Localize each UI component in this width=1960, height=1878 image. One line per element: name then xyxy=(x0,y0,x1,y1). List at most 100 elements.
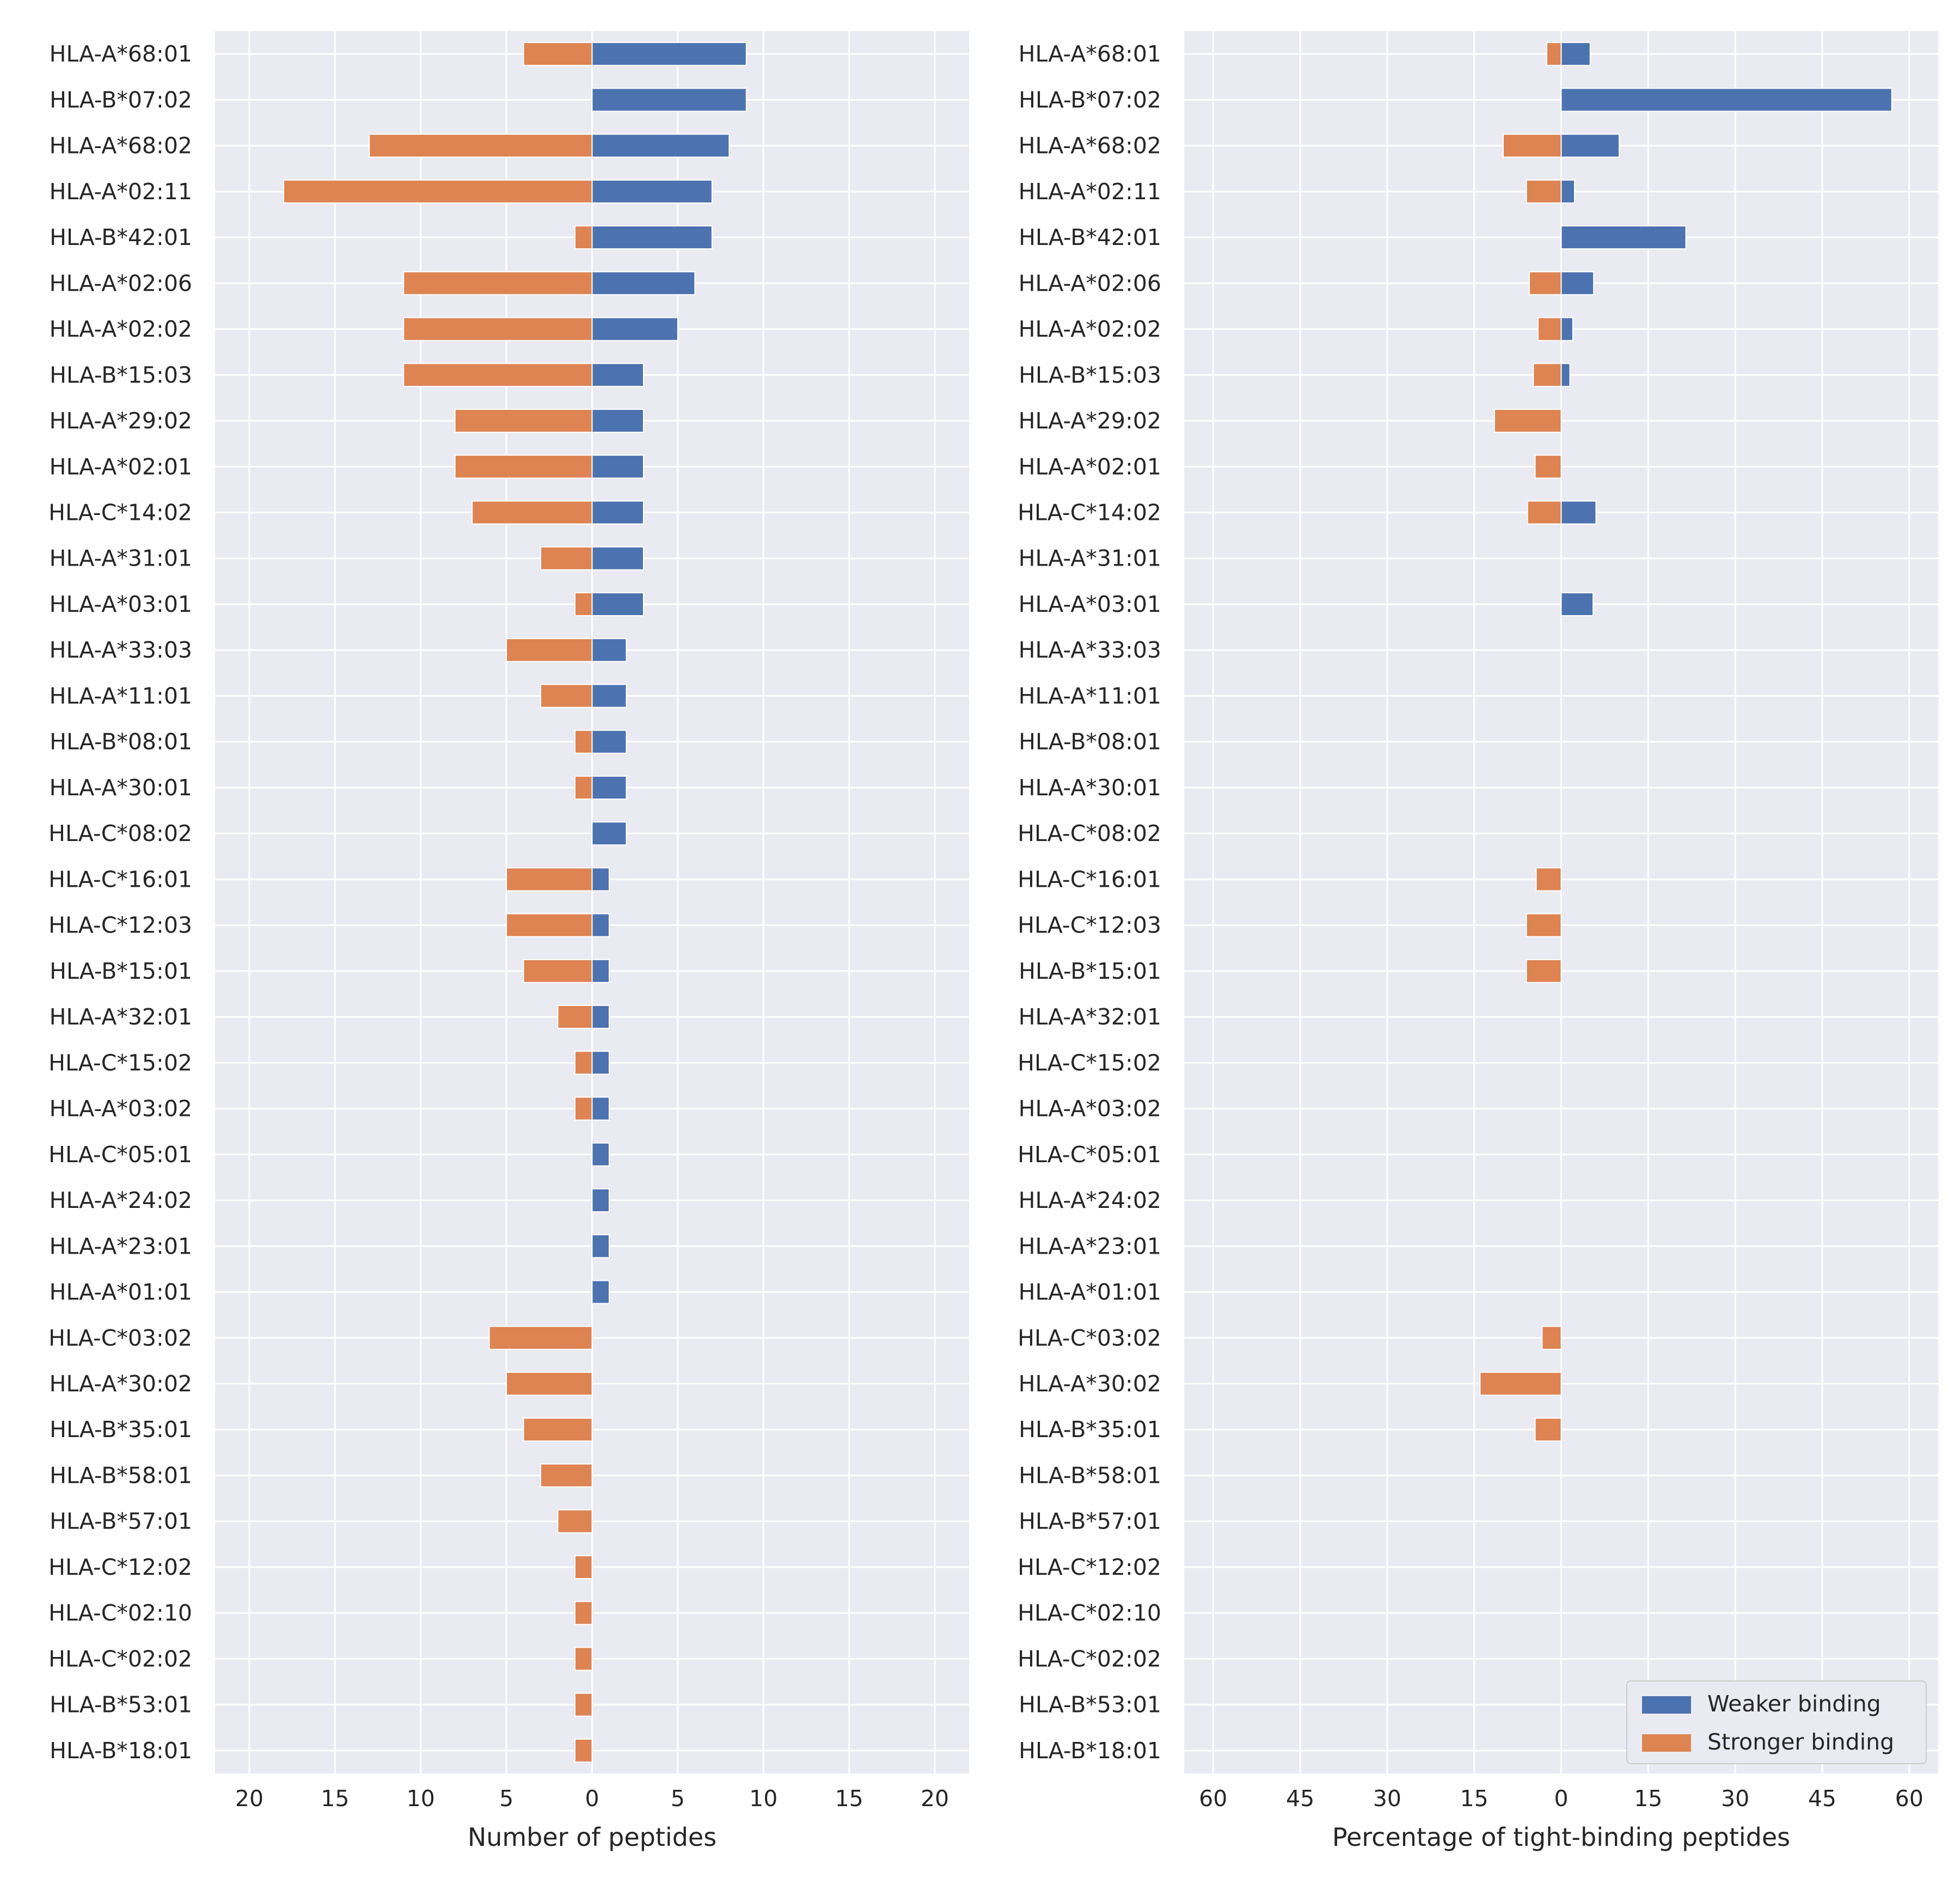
y-tick-label: HLA-C*03:02 xyxy=(1018,1325,1161,1351)
bar-weaker-8 xyxy=(591,363,644,387)
bar-weaker-22 xyxy=(591,1005,610,1029)
bar-weaker-28 xyxy=(591,1280,610,1304)
bar-weaker-13 xyxy=(591,592,644,617)
bar-stronger-24 xyxy=(574,1096,593,1121)
bar-stronger-23 xyxy=(574,1051,593,1075)
x-tick-label: 15 xyxy=(835,1785,863,1812)
y-tick-label: HLA-C*03:02 xyxy=(48,1325,192,1351)
bar-stronger-1 xyxy=(523,42,593,66)
bar-weaker-20 xyxy=(591,913,610,937)
y-tick-label: HLA-A*68:02 xyxy=(50,133,192,159)
x-axis-title: Percentage of tight-binding peptides xyxy=(1332,1822,1790,1852)
y-tick-label: HLA-B*42:01 xyxy=(1019,224,1161,250)
bar-stronger-7 xyxy=(403,317,593,341)
legend-swatch xyxy=(1642,1696,1691,1714)
y-tick-label: HLA-C*02:02 xyxy=(48,1646,192,1672)
y-tick-label: HLA-A*03:01 xyxy=(50,591,192,617)
y-tick-label: HLA-C*05:01 xyxy=(1018,1141,1161,1168)
bar-stronger-10 xyxy=(1534,455,1562,479)
y-tick-label: HLA-B*15:01 xyxy=(1019,958,1161,984)
y-tick-label: HLA-A*03:02 xyxy=(50,1096,192,1122)
y-tick-label: HLA-A*24:02 xyxy=(50,1187,192,1213)
bar-stronger-21 xyxy=(523,959,593,983)
bar-stronger-19 xyxy=(1535,867,1562,892)
y-tick-label: HLA-C*02:10 xyxy=(48,1600,192,1626)
bar-weaker-6 xyxy=(1560,271,1595,296)
y-tick-label: HLA-A*02:11 xyxy=(1019,179,1161,205)
x-tick-label: 20 xyxy=(235,1785,264,1812)
bar-weaker-7 xyxy=(1560,317,1573,341)
y-tick-label: HLA-C*14:02 xyxy=(48,499,192,525)
y-tick-label: HLA-C*08:02 xyxy=(1018,820,1161,846)
bar-stronger-29 xyxy=(488,1325,593,1350)
bar-stronger-5 xyxy=(574,225,593,250)
bar-weaker-19 xyxy=(591,867,610,892)
bar-weaker-9 xyxy=(591,408,644,433)
y-tick-label: HLA-A*32:01 xyxy=(50,1004,192,1030)
bar-stronger-19 xyxy=(506,867,593,892)
bar-weaker-2 xyxy=(1560,88,1892,112)
y-tick-label: HLA-C*08:02 xyxy=(48,820,192,846)
bar-stronger-7 xyxy=(1537,317,1562,341)
bar-stronger-8 xyxy=(403,363,593,387)
y-tick-label: HLA-A*30:01 xyxy=(50,775,192,801)
bar-stronger-16 xyxy=(574,729,593,754)
y-tick-label: HLA-A*02:01 xyxy=(1019,453,1161,480)
x-tick-label: 60 xyxy=(1199,1785,1227,1812)
y-tick-label: HLA-A*02:11 xyxy=(50,179,192,205)
y-tick-label: HLA-B*58:01 xyxy=(1019,1462,1161,1488)
y-tick-label: HLA-A*23:01 xyxy=(50,1233,192,1259)
x-tick-label: 0 xyxy=(1554,1785,1568,1812)
legend: Weaker binding Stronger binding xyxy=(1626,1680,1927,1764)
y-tick-label: HLA-C*05:01 xyxy=(48,1141,192,1168)
x-tick-label: 5 xyxy=(499,1785,513,1812)
bar-weaker-15 xyxy=(591,684,627,708)
y-tick-label: HLA-A*68:01 xyxy=(50,41,192,67)
bar-weaker-1 xyxy=(1560,42,1591,66)
bar-stronger-6 xyxy=(403,271,593,296)
y-tick-label: HLA-A*68:02 xyxy=(1019,133,1161,159)
bar-stronger-3 xyxy=(1502,133,1562,158)
bar-weaker-3 xyxy=(1560,133,1620,158)
x-tick-label: 10 xyxy=(407,1785,435,1812)
y-tick-label: HLA-B*57:01 xyxy=(50,1508,192,1535)
bar-weaker-2 xyxy=(591,88,747,112)
bar-stronger-13 xyxy=(574,592,593,617)
bar-weaker-4 xyxy=(591,179,713,204)
y-tick-label: HLA-C*12:02 xyxy=(48,1554,192,1580)
y-tick-label: HLA-A*02:06 xyxy=(1019,270,1161,296)
y-tick-label: HLA-A*30:01 xyxy=(1019,775,1161,801)
bar-stronger-6 xyxy=(1528,271,1562,296)
x-tick-label: 30 xyxy=(1721,1785,1749,1812)
bar-weaker-25 xyxy=(591,1142,610,1167)
y-tick-label: HLA-C*15:02 xyxy=(48,1050,192,1076)
y-tick-label: HLA-B*53:01 xyxy=(1019,1692,1161,1718)
y-tick-label: HLA-B*08:01 xyxy=(50,729,192,755)
panel-2: HLA-A*68:01 HLA-B*07:02 HLA-A*68:02 HLA-A*0… xyxy=(1018,31,1938,1852)
bar-weaker-11 xyxy=(1560,500,1597,525)
panel-1: HLA-A*68:01 HLA-B*07:02 HLA-A*68:02 HLA-A*0… xyxy=(48,31,969,1852)
bar-weaker-8 xyxy=(1560,363,1571,387)
bar-weaker-24 xyxy=(591,1096,610,1121)
bar-stronger-30 xyxy=(1479,1371,1562,1396)
y-tick-label: HLA-C*14:02 xyxy=(1018,499,1161,525)
y-tick-label: HLA-A*30:02 xyxy=(1019,1371,1161,1397)
y-tick-label: HLA-A*24:02 xyxy=(1019,1187,1161,1213)
legend-frame xyxy=(1626,1680,1927,1764)
bar-weaker-23 xyxy=(591,1051,610,1075)
y-tick-label: HLA-B*18:01 xyxy=(1019,1738,1161,1764)
y-tick-label: HLA-B*35:01 xyxy=(50,1416,192,1443)
x-tick-label: 15 xyxy=(321,1785,349,1812)
bar-stronger-3 xyxy=(369,133,593,158)
legend-swatch xyxy=(1642,1734,1691,1752)
bar-weaker-6 xyxy=(591,271,696,296)
bar-weaker-26 xyxy=(591,1188,610,1213)
bar-weaker-3 xyxy=(591,133,730,158)
y-tick-label: HLA-A*02:02 xyxy=(1019,316,1161,342)
bar-weaker-10 xyxy=(591,455,644,479)
y-tick-label: HLA-A*29:02 xyxy=(50,408,192,434)
y-tick-label: HLA-B*53:01 xyxy=(50,1692,192,1718)
y-tick-label: HLA-A*03:02 xyxy=(1019,1096,1161,1122)
legend-entry: Weaker binding xyxy=(1707,1691,1881,1717)
x-tick-label: 15 xyxy=(1460,1785,1489,1812)
